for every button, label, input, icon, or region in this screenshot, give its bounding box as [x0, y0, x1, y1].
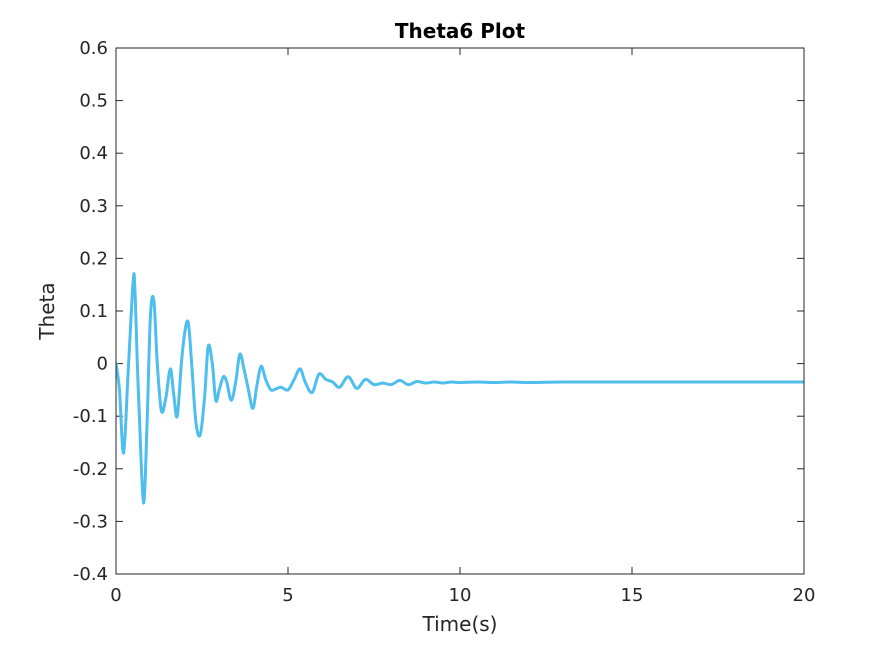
axes-box: [115, 47, 805, 575]
x-tick-label: 0: [110, 585, 121, 606]
x-axis-ticks: 0 5 10 15 20: [110, 48, 815, 606]
y-tick-label: 0.5: [79, 91, 108, 112]
y-tick-label: 0.4: [79, 143, 108, 164]
series-line: [116, 272, 804, 505]
x-tick-label: 5: [282, 585, 293, 606]
chart-title: Theta6 Plot: [395, 19, 526, 43]
x-axis-label: Time(s): [422, 612, 498, 636]
y-tick-label: 0.2: [79, 248, 108, 269]
y-tick-label: 0.3: [79, 196, 108, 217]
x-tick-label: 15: [621, 585, 644, 606]
y-axis-ticks: -0.4 -0.3 -0.2 -0.1 0 0.1 0.2 0.3 0.4 0.5 0.6: [73, 38, 804, 585]
y-tick-label: 0: [97, 354, 108, 375]
y-tick-label: -0.2: [73, 459, 108, 480]
y-tick-label: -0.1: [73, 406, 108, 427]
x-tick-label: 10: [449, 585, 472, 606]
x-tick-label: 20: [793, 585, 816, 606]
y-tick-label: 0.6: [79, 38, 108, 59]
y-tick-label: 0.1: [79, 301, 108, 322]
y-tick-label: -0.4: [73, 564, 108, 585]
y-tick-label: -0.3: [73, 511, 108, 532]
y-axis-label: Theta: [35, 282, 59, 340]
plot-area: [116, 48, 804, 574]
